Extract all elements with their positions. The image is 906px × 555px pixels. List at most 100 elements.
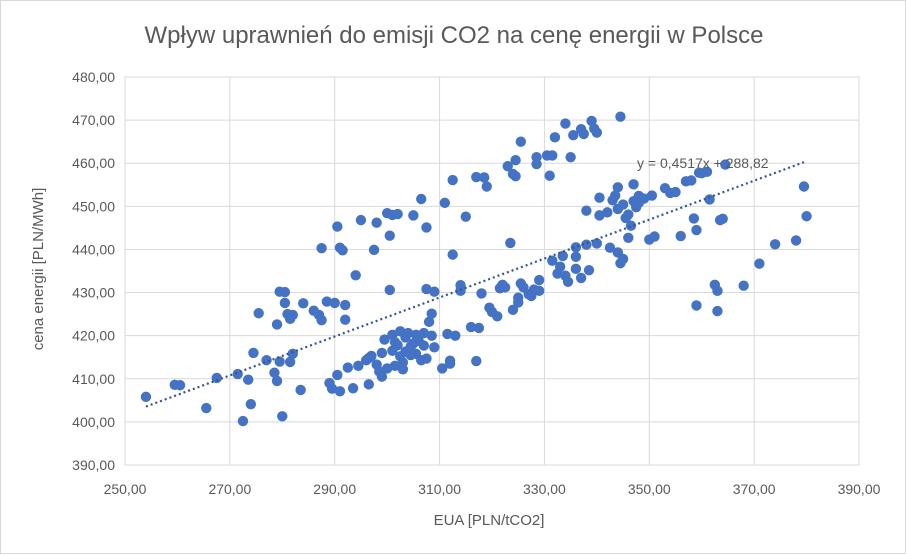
data-point [418,340,430,351]
data-point [423,316,435,328]
y-axis-label: cena energii [PLN/MWh] [30,188,47,351]
data-point [478,172,490,183]
data-point [505,237,516,249]
data-point [279,286,291,298]
data-point [447,249,458,260]
data-point [397,364,409,375]
data-point [287,309,298,321]
data-point [602,207,613,218]
data-point [298,298,309,309]
data-point [594,210,605,221]
data-point [245,399,257,410]
data-point [347,383,359,394]
data-point [316,242,327,254]
data-point [565,151,576,163]
data-point [384,230,395,241]
data-point [329,297,340,309]
data-point [720,159,731,170]
data-point [444,355,456,366]
data-point [562,276,574,287]
data-point [701,166,713,178]
data-point [421,222,432,233]
data-point [547,150,558,161]
data-point [798,181,810,192]
data-point [615,111,626,122]
data-point [510,170,521,182]
data-point [174,380,186,391]
data-point [570,251,582,262]
data-point [426,308,437,319]
data-point [455,280,466,291]
data-point [439,197,451,209]
data-point [560,118,571,129]
trendline-equation: y = 0,4517x + 288,82 [637,155,769,171]
data-point [638,193,650,204]
data-point [604,242,616,253]
data-point [476,288,487,299]
data-point [612,182,624,193]
data-point [284,356,296,368]
data-point [570,242,582,253]
data-point [248,347,259,359]
y-tick-label: 480,00 [72,69,115,85]
data-point [625,220,637,231]
data-point [334,386,346,397]
data-point [381,363,393,374]
data-point [492,311,503,322]
data-point [316,314,327,326]
x-tick-label: 390,00 [838,481,881,497]
data-point [442,328,453,340]
data-point [646,190,658,201]
data-point [243,374,254,385]
data-point [578,128,589,140]
data-point [376,347,388,359]
y-tick-label: 430,00 [72,285,115,301]
data-point [447,174,458,186]
data-point [253,308,264,319]
data-point [790,235,802,246]
data-point [575,272,587,284]
data-point [623,209,634,220]
x-axis-ticks: 250,00 270,00 290,00 310,00 330,00 350,00 370,… [104,481,881,497]
data-point [712,285,723,297]
x-tick-label: 370,00 [733,481,776,497]
data-point [549,132,561,143]
data-point [738,280,749,291]
data-point [342,362,354,373]
data-point [340,299,351,311]
chart-title: Wpływ uprawnień do emisji CO2 na cenę en… [145,22,764,49]
data-point [201,402,212,414]
data-point [533,274,545,286]
data-point [274,356,285,367]
data-point [271,375,283,387]
y-tick-label: 390,00 [72,457,115,473]
data-point [392,339,403,351]
data-points [140,111,812,427]
data-point [712,305,723,317]
data-point [628,179,639,190]
data-point [568,130,579,141]
x-tick-label: 310,00 [418,481,461,497]
data-point [279,297,291,309]
y-tick-label: 440,00 [72,241,115,257]
data-point [271,319,283,330]
x-tick-label: 350,00 [628,481,671,497]
data-point [554,261,566,272]
data-point [471,355,482,367]
data-point [460,211,471,222]
data-point [502,161,513,172]
data-point [691,300,702,311]
y-tick-label: 460,00 [72,155,115,171]
data-point [544,170,555,181]
data-point [547,255,558,266]
y-tick-label: 420,00 [72,328,115,344]
data-point [379,334,390,345]
data-point [515,136,527,147]
data-point [591,238,603,249]
data-point [277,411,288,422]
data-point [353,360,364,372]
data-point [384,284,395,296]
data-point [429,286,440,297]
data-point [261,355,272,366]
